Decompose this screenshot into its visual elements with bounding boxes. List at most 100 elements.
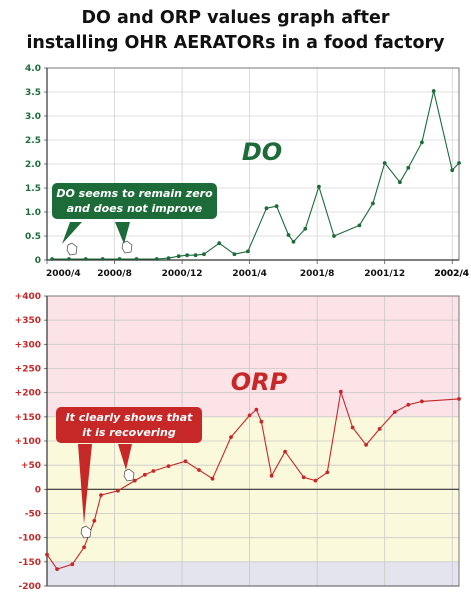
do-data-point xyxy=(286,233,291,237)
orp-data-point xyxy=(392,410,397,414)
do-data-point xyxy=(202,252,206,257)
do-data-point xyxy=(185,253,190,258)
orp-callout-tail-left xyxy=(78,444,92,524)
do-callout-tail-right xyxy=(115,222,130,244)
orp-data-point xyxy=(166,464,171,468)
orp-data-point xyxy=(457,397,461,401)
do-pointing-hand-icon xyxy=(121,240,133,254)
orp-data-point xyxy=(406,402,411,407)
do-data-point xyxy=(134,257,139,261)
orp-data-point xyxy=(377,427,382,431)
orp-data-point xyxy=(301,475,306,480)
orp-data-point xyxy=(132,478,137,483)
do-data-point xyxy=(291,239,296,244)
orp-callout-line-1: It clearly shows that xyxy=(65,411,193,424)
orp-y-tick-label: +150 xyxy=(15,413,41,423)
orp-data-point xyxy=(313,478,318,483)
title-line-1: DO and ORP values graph after xyxy=(81,8,390,28)
do-data-point xyxy=(83,257,88,261)
do-data-point xyxy=(166,256,171,260)
do-y-tick-label: 0.5 xyxy=(25,232,41,242)
orp-y-tick-label: -50 xyxy=(25,510,41,520)
do-data-point xyxy=(264,206,269,211)
orp-data-point xyxy=(99,493,103,497)
do-y-tick-label: 1.5 xyxy=(25,184,41,194)
do-callout-tail-left xyxy=(62,222,82,244)
do-data-point xyxy=(450,168,455,173)
do-x-tick-label: 2001/4 xyxy=(232,269,267,279)
orp-y-tick-label: -200 xyxy=(18,582,41,592)
do-y-tick-label: 4.0 xyxy=(25,64,41,74)
orp-callout-tail-right xyxy=(118,444,132,470)
do-data-point xyxy=(332,234,336,238)
do-data-point xyxy=(67,257,71,261)
pointing-hand-shape xyxy=(66,242,78,256)
orp-y-tick-label: +400 xyxy=(15,292,41,302)
orp-data-point xyxy=(143,472,147,477)
do-data-point xyxy=(398,180,402,185)
orp-pointing-hand-icon xyxy=(123,468,135,482)
orp-data-point xyxy=(183,459,188,464)
do-y-tick-label: 0 xyxy=(35,256,41,266)
orp-data-point xyxy=(70,562,75,567)
orp-y-tick-label: +350 xyxy=(15,316,41,326)
orp-y-tick-label: 0 xyxy=(35,485,41,495)
do-data-point xyxy=(406,165,411,170)
pointing-hand-shape xyxy=(121,240,133,254)
do-x-tick-label: 2000/8 xyxy=(97,269,132,279)
orp-data-point xyxy=(254,407,259,412)
do-y-tick-label: 2.5 xyxy=(25,136,41,146)
orp-data-point xyxy=(82,545,86,550)
orp-data-point xyxy=(247,413,252,418)
orp-data-point xyxy=(283,449,287,454)
orp-y-tick-label: +200 xyxy=(15,389,41,399)
orp-data-point xyxy=(269,473,274,478)
orp-data-point xyxy=(151,469,156,473)
orp-y-tick-label: +300 xyxy=(15,340,41,350)
orp-y-tick-label: -150 xyxy=(18,558,41,568)
pointing-hand-shape xyxy=(123,468,135,482)
pointing-hand-shape xyxy=(80,525,92,539)
do-data-point xyxy=(217,241,222,246)
orp-y-tick-label: +100 xyxy=(15,437,41,447)
do-data-point xyxy=(303,226,308,231)
do-data-point xyxy=(371,201,375,206)
do-data-point xyxy=(154,257,159,261)
do-x-tick-label: 2000/4 xyxy=(46,269,81,279)
do-data-point xyxy=(176,254,181,259)
do-callout: DO seems to remain zero and does not imp… xyxy=(52,183,217,219)
do-data-point xyxy=(431,89,436,93)
orp-data-point xyxy=(210,476,215,481)
do-x-tick-label: 2002/4 xyxy=(434,269,469,279)
do-data-point xyxy=(100,257,105,261)
do-data-point xyxy=(117,257,122,261)
do-callout-line-2: and does not improve xyxy=(66,202,203,215)
do-y-tick-label: 3.0 xyxy=(25,112,41,122)
do-data-point xyxy=(382,161,387,165)
orp-data-point xyxy=(420,399,424,404)
chart-title: DO and ORP values graph after installing… xyxy=(0,6,471,56)
do-x-tick-label: 2000/12 xyxy=(162,269,203,279)
orp-callout-line-2: it is recovering xyxy=(82,426,176,439)
do-series-label: DO xyxy=(242,138,282,166)
do-data-point xyxy=(232,252,237,257)
orp-data-point xyxy=(116,488,120,493)
orp-data-point xyxy=(364,443,368,447)
do-data-point xyxy=(420,140,424,145)
orp-data-point xyxy=(259,419,264,424)
orp-data-point xyxy=(197,468,201,472)
do-callout-line-1: DO seems to remain zero xyxy=(56,187,213,200)
orp-data-point xyxy=(338,389,343,394)
do-data-point xyxy=(246,249,250,254)
orp-y-tick-label: +50 xyxy=(21,461,41,471)
do-data-point xyxy=(193,253,198,258)
orp-pointing-hand-icon xyxy=(80,525,92,539)
orp-data-point xyxy=(325,470,330,475)
do-data-point xyxy=(274,204,279,209)
do-data-point xyxy=(357,223,362,228)
orp-callout: It clearly shows that it is recovering xyxy=(56,407,202,443)
do-y-tick-label: 3.5 xyxy=(25,88,41,98)
orp-band-pink xyxy=(47,296,459,417)
do-data-point xyxy=(457,161,461,165)
